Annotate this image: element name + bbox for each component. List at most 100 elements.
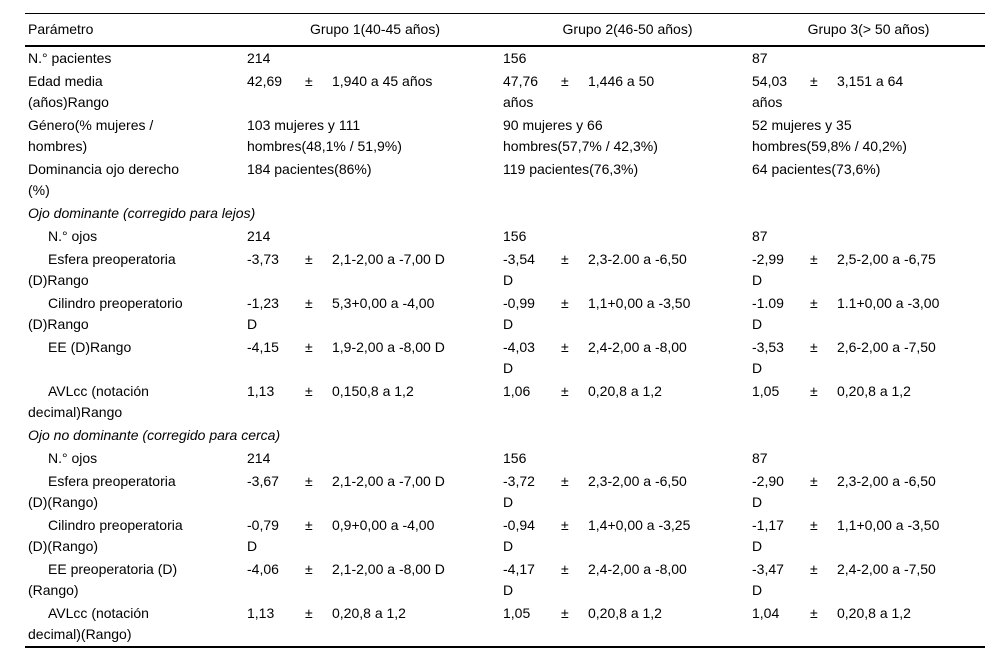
mean-value: -2,99 (752, 251, 784, 267)
table-row: N.° ojos 214 156 87 (25, 447, 985, 470)
plus-minus-sign: ± (305, 339, 313, 355)
cell-text: 156 (503, 50, 527, 66)
sd-and-range: 2,3-2.00 a -6,50 D (503, 251, 687, 288)
cell-text: 87 (752, 450, 768, 466)
sd-and-range: 2,4-2,00 a -8,00 D (503, 561, 687, 598)
plus-minus-sign: ± (305, 383, 313, 399)
header-row: Parámetro Grupo 1(40-45 años) Grupo 2(46… (25, 13, 985, 47)
group1-value-cell: 1,13 ±0,20,8 a 1,2 (247, 602, 503, 647)
mean-value: 1,13 (247, 605, 275, 621)
plus-minus-sign: ± (810, 473, 818, 489)
cell-text: 52 mujeres y 35 hombres(59,8% / 40,2%) (752, 117, 907, 154)
mean-value: -4,17 (503, 561, 535, 577)
table-row: Cilindro preoperatorio (D)Rango -1,23 ±5,3… (25, 292, 985, 336)
mean-value: -3,54 (503, 251, 535, 267)
table-row: AVLcc (notación decimal)Rango 1,13 ±0,150,… (25, 380, 985, 424)
table-row: AVLcc (notación decimal)(Rango) 1,13 ±0,20… (25, 602, 985, 647)
cell-text: 103 mujeres y 111 hombres(48,1% / 51,9%) (247, 117, 402, 154)
table-row: N.° ojos 214 156 87 (25, 225, 985, 248)
group2-value-cell: 156 (503, 46, 752, 70)
param-label: Esfera preoperatoria (D)Rango (28, 251, 176, 288)
sd-and-range: 0,20,8 a 1,2 (588, 605, 662, 621)
sd-and-range: 0,20,8 a 1,2 (837, 605, 911, 621)
cell-text: 119 pacientes(76,3%) (503, 161, 639, 177)
group3-value-cell: 87 (752, 447, 985, 470)
group3-value-cell: 64 pacientes(73,6%) (752, 158, 985, 202)
column-header-grupo2: Grupo 2(46-50 años) (503, 13, 752, 47)
plus-minus-sign: ± (810, 561, 818, 577)
sd-and-range: 1,940 a 45 años (332, 73, 433, 89)
table-row: EE (D)Rango -4,15 ±1,9-2,00 a -8,00 D -4,03… (25, 336, 985, 380)
sd-and-range: 2,1-2,00 a -7,00 D (332, 473, 445, 489)
group2-value-cell: -0,99 ±1,1+0,00 a -3,50 D (503, 292, 752, 336)
plus-minus-sign: ± (561, 295, 569, 311)
group3-value-cell: 87 (752, 225, 985, 248)
sd-and-range: 2,4-2,00 a -7,50 D (752, 561, 936, 598)
cell-text: 214 (247, 450, 271, 466)
group3-value-cell: -1.09 ±1.1+0,00 a -3,00 D (752, 292, 985, 336)
plus-minus-sign: ± (561, 339, 569, 355)
cell-text: 87 (752, 50, 768, 66)
section-label: Ojo dominante (corregido para lejos) (28, 205, 256, 221)
group3-value-cell: 1,04 ±0,20,8 a 1,2 (752, 602, 985, 647)
sd-and-range: 2,1-2,00 a -7,00 D (332, 251, 445, 267)
plus-minus-sign: ± (561, 561, 569, 577)
mean-value: -4,03 (503, 339, 535, 355)
group1-value-cell: -4,15 ±1,9-2,00 a -8,00 D (247, 336, 503, 380)
param-label: EE preoperatoria (D) (Rango) (28, 561, 178, 598)
sd-and-range: 0,20,8 a 1,2 (588, 383, 662, 399)
group1-value-cell: 1,13 ±0,150,8 a 1,2 (247, 380, 503, 424)
group1-value-cell: -1,23 ±5,3+0,00 a -4,00 D (247, 292, 503, 336)
sd-and-range: 1.1+0,00 a -3,00 D (752, 295, 940, 332)
plus-minus-sign: ± (305, 561, 313, 577)
plus-minus-sign: ± (561, 251, 569, 267)
cell-text: 156 (503, 450, 527, 466)
mean-value: -0,94 (503, 517, 535, 533)
group3-value-cell: -2,90 ±2,3-2,00 a -6,50 D (752, 470, 985, 514)
param-label: Esfera preoperatoria (D)(Rango) (28, 473, 176, 510)
mean-value: 1,05 (752, 383, 780, 399)
group2-value-cell: -3,54 ±2,3-2.00 a -6,50 D (503, 248, 752, 292)
group2-value-cell: -4,03 ±2,4-2,00 a -8,00 D (503, 336, 752, 380)
plus-minus-sign: ± (305, 295, 313, 311)
param-label: N.° ojos (48, 228, 98, 244)
group2-value-cell: 119 pacientes(76,3%) (503, 158, 752, 202)
mean-value: -1,23 (247, 295, 279, 311)
sd-and-range: 2,1-2,00 a -8,00 D (332, 561, 445, 577)
plus-minus-sign: ± (305, 73, 313, 89)
plus-minus-sign: ± (305, 251, 313, 267)
plus-minus-sign: ± (810, 295, 818, 311)
mean-value: 1,13 (247, 383, 275, 399)
group3-value-cell: 52 mujeres y 35 hombres(59,8% / 40,2%) (752, 114, 985, 158)
table-body: N.° pacientes 214 156 87 Edad media (años)Ra… (25, 46, 985, 647)
plus-minus-sign: ± (810, 339, 818, 355)
mean-value: 42,69 (247, 73, 283, 89)
group2-value-cell: 90 mujeres y 66 hombres(57,7% / 42,3%) (503, 114, 752, 158)
table-row: EE preoperatoria (D) (Rango) -4,06 ±2,1-2,… (25, 558, 985, 602)
section-row: Ojo no dominante (corregido para cerca) (25, 424, 985, 447)
group3-value-cell: 1,05 ±0,20,8 a 1,2 (752, 380, 985, 424)
param-label: Cilindro preoperatoria (D)(Rango) (28, 517, 183, 554)
group2-value-cell: 156 (503, 447, 752, 470)
sd-and-range: 0,150,8 a 1,2 (332, 383, 414, 399)
group1-value-cell: -0,79 ±0,9+0,00 a -4,00 D (247, 514, 503, 558)
cell-text: 184 pacientes(86%) (247, 161, 372, 177)
mean-value: 47,76 (503, 73, 539, 89)
param-label: N.° ojos (48, 450, 98, 466)
table-row: Dominancia ojo derecho (%) 184 pacientes(… (25, 158, 985, 202)
group3-value-cell: -3,53 ±2,6-2,00 a -7,50 D (752, 336, 985, 380)
plus-minus-sign: ± (810, 251, 818, 267)
group2-value-cell: 47,76 ±1,446 a 50 años (503, 70, 752, 114)
group1-value-cell: 214 (247, 225, 503, 248)
plus-minus-sign: ± (561, 473, 569, 489)
plus-minus-sign: ± (561, 605, 569, 621)
group2-value-cell: -3,72 ±2,3-2,00 a -6,50 D (503, 470, 752, 514)
sd-and-range: 3,151 a 64 años (752, 73, 904, 110)
group3-value-cell: -3,47 ±2,4-2,00 a -7,50 D (752, 558, 985, 602)
mean-value: -1,17 (752, 517, 784, 533)
cell-text: 87 (752, 228, 768, 244)
sd-and-range: 2,3-2,00 a -6,50 D (503, 473, 687, 510)
cell-text: 90 mujeres y 66 hombres(57,7% / 42,3%) (503, 117, 658, 154)
sd-and-range: 0,9+0,00 a -4,00 D (247, 517, 435, 554)
plus-minus-sign: ± (810, 73, 818, 89)
